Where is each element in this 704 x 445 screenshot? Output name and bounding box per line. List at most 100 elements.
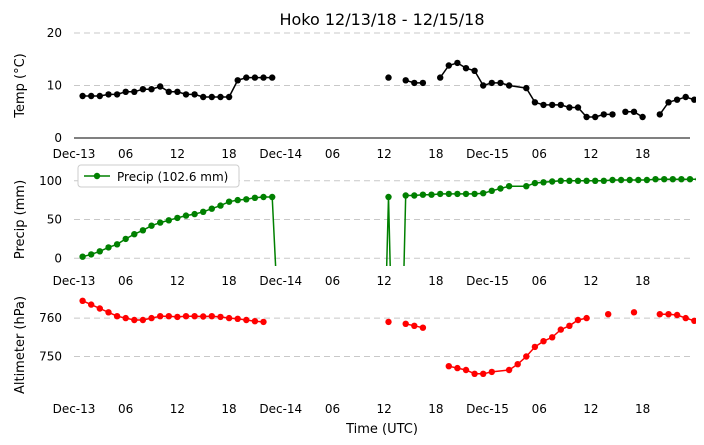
temp-point-43 (583, 113, 590, 121)
precip-point-53 (661, 176, 668, 183)
altimeter-point-42 (605, 311, 612, 318)
temp-xtick-label-2: 12 (170, 147, 185, 161)
temp-point-25 (411, 79, 418, 87)
temp-xtick-label-1: 06 (118, 147, 133, 161)
altimeter-point-25 (419, 324, 427, 331)
altimeter-xtick-label-8: Dec-15 (466, 402, 509, 416)
precip-point-51 (643, 176, 651, 184)
temp-point-18 (234, 77, 241, 84)
temp-point-4 (113, 91, 121, 98)
precip-point-32 (471, 190, 478, 198)
altimeter-ylabel: Altimeter (hPa) (13, 296, 28, 394)
precip-point-25 (411, 192, 418, 199)
altimeter-xtick-label-9: 06 (532, 402, 547, 416)
temp-xtick-label-5: 06 (325, 147, 340, 161)
altimeter-point-27 (454, 364, 461, 372)
precip-point-4 (113, 241, 121, 248)
altimeter-point-39 (566, 322, 573, 329)
precip-xtick-label-8: Dec-15 (466, 274, 509, 288)
precip-point-10 (165, 217, 172, 224)
altimeter-xtick-label-7: 18 (428, 402, 443, 416)
temp-point-16 (217, 93, 224, 101)
temp-point-38 (540, 101, 547, 109)
precip-point-49 (626, 176, 633, 184)
precip-point-24 (402, 192, 409, 199)
precip-ytick-label-0: 0 (54, 251, 62, 265)
temp-xtick-label-10: 12 (583, 147, 598, 161)
temp-point-17 (225, 93, 233, 101)
precip-point-44 (583, 177, 590, 184)
altimeter-point-9 (157, 313, 164, 320)
precip-point-3 (105, 244, 112, 251)
temp-point-0 (79, 92, 86, 100)
altimeter-point-2 (96, 305, 104, 312)
temp-point-21 (260, 74, 267, 81)
altimeter-xtick-label-3: 18 (221, 402, 236, 416)
altimeter-point-49 (700, 319, 704, 325)
altimeter-point-30 (480, 370, 487, 377)
temp-point-27 (437, 74, 444, 81)
precip-point-20 (251, 194, 259, 201)
altimeter-xtick-label-10: 12 (583, 402, 598, 416)
temp-point-46 (609, 111, 616, 118)
precip-point-2 (96, 248, 104, 255)
altimeter-point-38 (557, 326, 564, 333)
temp-ytick-label-1: 10 (47, 79, 62, 93)
temp-point-24 (402, 77, 409, 84)
precip-xtick-label-7: 18 (428, 274, 443, 288)
altimeter-point-11 (174, 313, 181, 321)
precip-point-31 (462, 190, 470, 198)
altimeter-point-17 (225, 314, 233, 322)
precip-xtick-label-9: 06 (532, 274, 547, 288)
altimeter-point-3 (105, 309, 112, 316)
temp-xtick-label-6: 12 (377, 147, 392, 161)
temp-xtick-label-7: 18 (428, 147, 443, 161)
precip-point-52 (652, 176, 659, 183)
temp-point-33 (488, 79, 495, 87)
precip-point-11 (174, 214, 181, 222)
precip-point-46 (600, 177, 607, 184)
temp-point-35 (505, 82, 513, 89)
precip-line-0 (82, 196, 277, 266)
temp-ylabel: Temp (°C) (13, 53, 28, 119)
temp-point-22 (269, 74, 276, 81)
temp-point-2 (96, 92, 104, 100)
precip-point-45 (592, 177, 599, 184)
precip-point-14 (200, 208, 207, 215)
precip-point-36 (505, 183, 513, 190)
temp-point-52 (673, 96, 681, 103)
altimeter-point-20 (251, 318, 259, 325)
altimeter-point-15 (208, 313, 215, 320)
precip-xtick-label-10: 12 (583, 274, 598, 288)
temp-point-50 (656, 111, 663, 118)
temp-point-55 (700, 97, 704, 103)
temp-point-49 (639, 113, 646, 121)
altimeter-xtick-label-0: Dec-13 (53, 402, 96, 416)
precip-xtick-label-4: Dec-14 (259, 274, 302, 288)
temp-point-11 (174, 88, 181, 96)
precip-point-35 (497, 185, 504, 192)
altimeter-point-31 (488, 368, 495, 376)
precip-point-22 (269, 193, 276, 201)
temp-point-41 (566, 104, 573, 111)
temp-xtick-label-11: 18 (635, 147, 650, 161)
altimeter-xtick-label-6: 12 (377, 402, 392, 416)
precip-point-9 (157, 219, 164, 226)
altimeter-line-3 (448, 317, 587, 375)
temp-point-15 (208, 93, 215, 101)
temp-point-45 (600, 111, 607, 118)
altimeter-point-43 (630, 309, 638, 316)
altimeter-point-41 (583, 314, 590, 322)
temp-point-47 (622, 108, 629, 116)
precip-series (79, 176, 696, 266)
precip-point-19 (243, 196, 250, 203)
precip-legend: Precip (102.6 mm) (77, 164, 240, 188)
precip-legend-label: Precip (102.6 mm) (117, 170, 228, 184)
altimeter-xtick-label-2: 12 (170, 402, 185, 416)
altimeter-point-46 (673, 311, 681, 319)
precip-point-1 (88, 251, 95, 258)
temp-point-29 (454, 59, 461, 67)
altimeter-point-44 (656, 311, 663, 318)
altimeter-point-19 (243, 316, 250, 324)
